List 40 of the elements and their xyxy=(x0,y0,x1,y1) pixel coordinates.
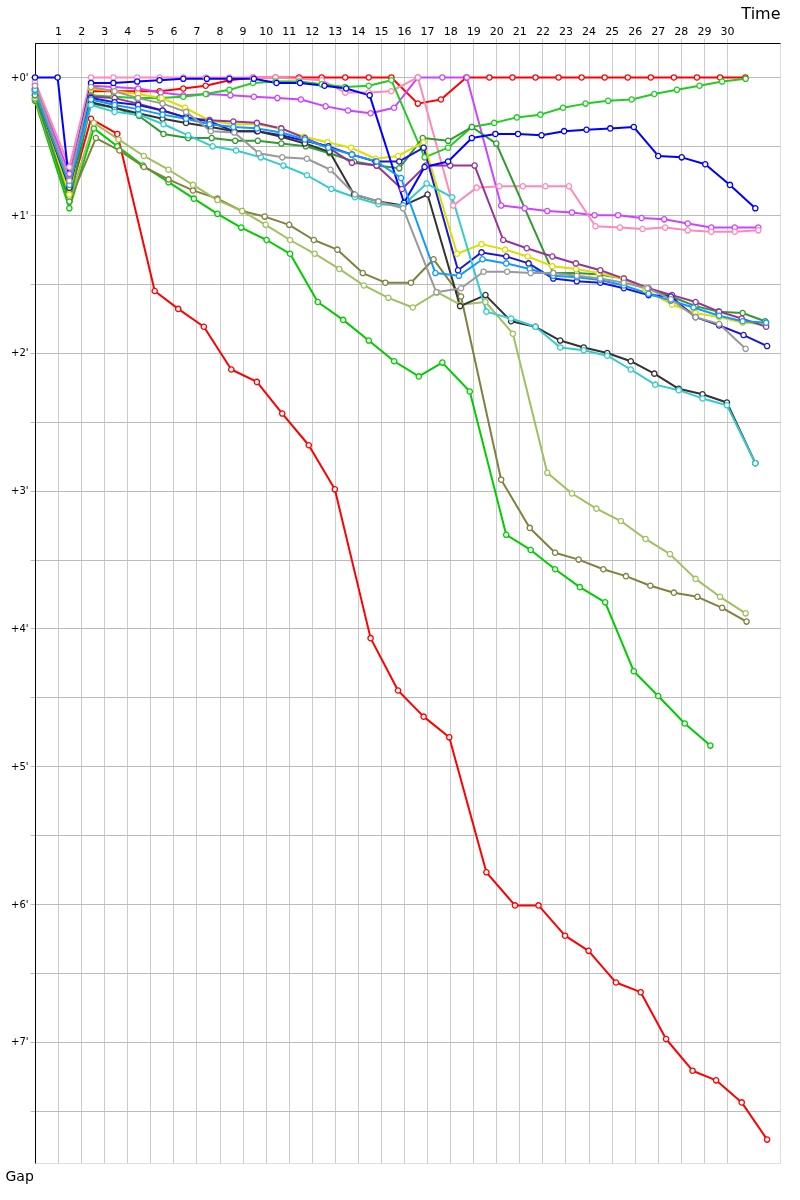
x-tick-label: 1 xyxy=(55,24,63,38)
x-tick-label: 16 xyxy=(397,24,412,38)
x-tick-label: 4 xyxy=(124,24,132,38)
x-tick-label: 28 xyxy=(674,24,689,38)
x-tick-label: 14 xyxy=(351,24,366,38)
y-tick-label: +3' xyxy=(11,485,29,497)
y-tick-label: +0' xyxy=(11,71,29,83)
x-tick-label: 11 xyxy=(282,24,297,38)
x-tick-label: 2 xyxy=(78,24,86,38)
x-tick-label: 15 xyxy=(374,24,389,38)
x-tick-label: 9 xyxy=(239,24,247,38)
x-tick-label: 10 xyxy=(259,24,274,38)
y-tick-label: +2' xyxy=(11,347,29,359)
x-tick-label: 17 xyxy=(420,24,435,38)
x-tick-label: 30 xyxy=(720,24,735,38)
x-tick-label: 13 xyxy=(328,24,343,38)
x-tick-label: 3 xyxy=(101,24,109,38)
y-axis-title: Gap xyxy=(5,1167,34,1184)
y-tick-label: +4' xyxy=(11,622,29,634)
x-tick-label: 8 xyxy=(216,24,224,38)
x-tick-label: 26 xyxy=(628,24,643,38)
x-tick-label: 22 xyxy=(535,24,550,38)
x-tick-label: 21 xyxy=(512,24,527,38)
x-tick-label: 27 xyxy=(651,24,666,38)
y-tick-label: +1' xyxy=(11,209,29,221)
x-tick-label: 12 xyxy=(305,24,320,38)
x-tick-label: 29 xyxy=(697,24,712,38)
x-tick-label: 19 xyxy=(466,24,481,38)
y-tick-label: +7' xyxy=(11,1036,29,1048)
y-tick-label: +5' xyxy=(11,760,29,772)
x-tick-label: 7 xyxy=(193,24,201,38)
x-tick-label: 20 xyxy=(489,24,504,38)
x-axis-title: Time xyxy=(740,3,781,23)
x-tick-label: 23 xyxy=(559,24,573,38)
x-tick-label: 18 xyxy=(443,24,458,38)
x-tick-label: 6 xyxy=(170,24,178,38)
x-tick-label: 5 xyxy=(147,24,155,38)
x-tick-label: 25 xyxy=(605,24,620,38)
x-tick-label: 24 xyxy=(582,24,597,38)
y-tick-label: +6' xyxy=(11,898,29,910)
